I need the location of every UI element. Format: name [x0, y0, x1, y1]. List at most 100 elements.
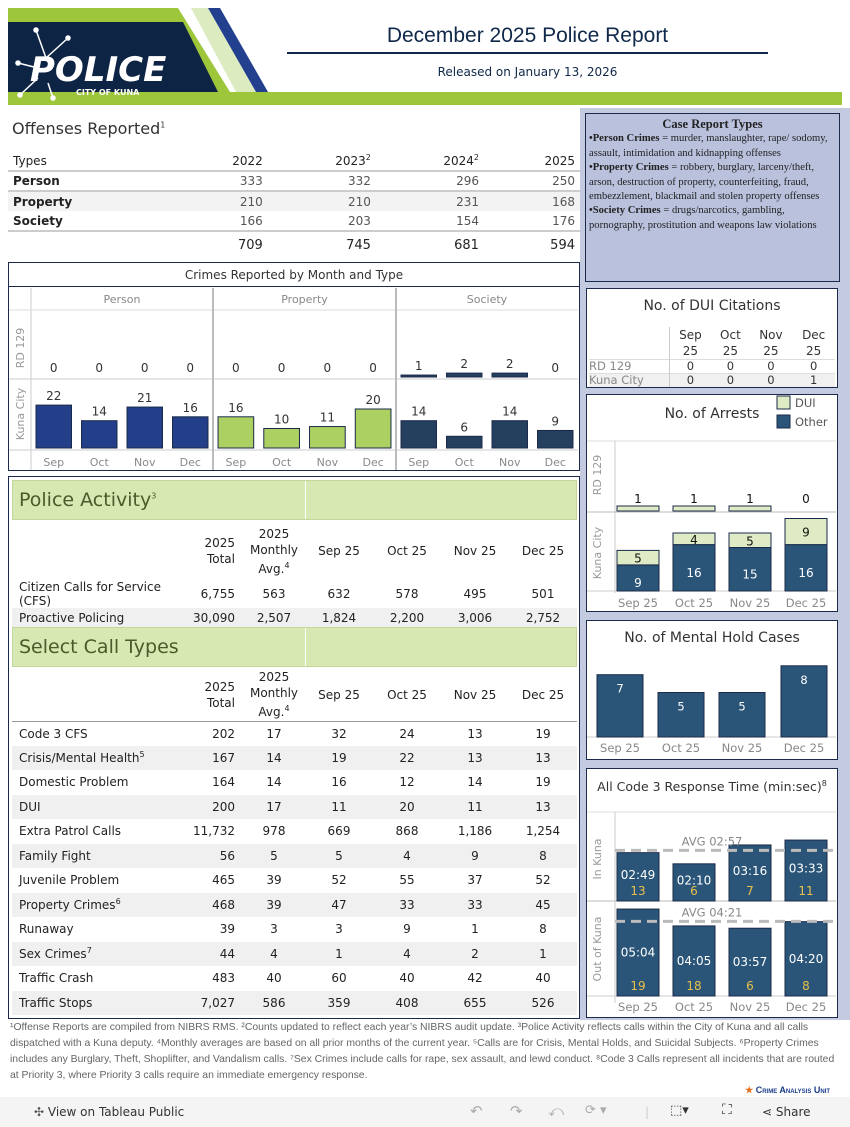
bar-rd129[interactable]	[672, 505, 716, 512]
response-bar[interactable]	[784, 921, 828, 997]
bar-property[interactable]	[354, 408, 392, 449]
revert-button[interactable]: ⤺	[548, 1102, 564, 1120]
police-activity-header: Police Activity3	[12, 480, 577, 520]
column-header-text: 2023	[335, 154, 366, 168]
bar-other[interactable]	[616, 564, 660, 592]
dui-count: 0	[749, 358, 793, 373]
response-bar[interactable]	[728, 844, 772, 902]
mental-hold-bar[interactable]	[718, 692, 766, 738]
legend-label[interactable]: Other	[795, 415, 828, 429]
value-text: 5	[270, 848, 278, 863]
value-text: 5	[335, 848, 343, 863]
bar-value-label: 20	[365, 393, 380, 407]
mental-hold-bar[interactable]	[596, 674, 644, 738]
view-on-tableau-button[interactable]: ✣ View on Tableau Public	[34, 1105, 184, 1119]
column-header: Property	[281, 293, 328, 306]
row-label: RD 129	[591, 455, 604, 496]
count-label: 11	[798, 884, 813, 898]
call-value: 52	[509, 868, 577, 893]
bar-person[interactable]	[35, 404, 72, 449]
offense-type: Property	[8, 190, 172, 211]
response-bar[interactable]	[672, 925, 716, 997]
bar-value-label: 2	[460, 357, 468, 371]
dui-year-row: 25 25 25 25	[589, 343, 835, 359]
bar-society[interactable]	[446, 435, 483, 449]
mental-hold-bar[interactable]	[780, 665, 828, 738]
mental-hold-bar[interactable]	[657, 692, 705, 738]
share-button[interactable]: ⋖ Share	[762, 1105, 811, 1119]
bar-person[interactable]	[172, 416, 209, 449]
call-value: 13	[441, 746, 509, 771]
value-text: 526	[531, 995, 555, 1010]
call-value: 37	[441, 868, 509, 893]
call-value: 56	[193, 844, 243, 869]
value-text: 8	[539, 922, 547, 937]
bar-dui[interactable]	[616, 549, 660, 566]
offense-count: 168	[483, 190, 580, 211]
legend-swatch[interactable]	[776, 414, 791, 429]
legend-swatch[interactable]	[776, 395, 791, 410]
bar-total-label: 1	[746, 492, 754, 506]
footnote-ref: 2	[473, 153, 479, 162]
bar-person[interactable]	[81, 420, 118, 449]
value-text: 13	[535, 799, 551, 814]
bar-rd129[interactable]	[616, 505, 660, 512]
refresh-button[interactable]: ⟳ ▾	[585, 1103, 607, 1118]
bar-dui[interactable]	[784, 518, 828, 546]
bar-property[interactable]	[309, 426, 346, 449]
column-header-text: 2025 Total	[204, 679, 235, 710]
x-tick-label: Dec 25	[784, 741, 825, 755]
bar-property[interactable]	[263, 428, 300, 449]
bar-society[interactable]	[446, 372, 483, 378]
bar-other[interactable]	[784, 544, 828, 592]
bar-society[interactable]	[491, 420, 528, 449]
activity-value: 2,507	[256, 611, 292, 625]
bar-value-label: 7	[616, 682, 623, 696]
bar-society[interactable]	[491, 372, 528, 378]
call-type-row: Sex Crimes7 44 4 1 4 2 1	[12, 941, 577, 966]
legend-label[interactable]: DUI	[795, 396, 816, 410]
response-bar[interactable]	[616, 908, 660, 997]
undo-button[interactable]: ↶	[470, 1102, 483, 1120]
fullscreen-button[interactable]: ⛶	[722, 1102, 732, 1118]
call-value: 5	[305, 844, 373, 869]
column-header-text: 2024	[443, 154, 474, 168]
bar-property[interactable]	[217, 416, 255, 449]
call-value: 9	[373, 917, 441, 942]
bar-society[interactable]	[400, 374, 437, 378]
call-value: 586	[243, 991, 305, 1016]
dui-table: Sep Oct Nov Dec 25 25 25 25 RD 129 0 0 0 0 Kuna City 0…	[589, 327, 835, 387]
response-bar[interactable]	[728, 927, 772, 997]
bar-dui[interactable]	[672, 532, 716, 546]
toolbar-divider: |	[645, 1105, 650, 1119]
dui-count: 0	[749, 372, 793, 387]
redo-button[interactable]: ↷	[510, 1102, 523, 1120]
bar-dui[interactable]	[728, 532, 772, 548]
bar-rd129[interactable]	[728, 505, 772, 512]
column-header-text: 2025 Monthly Avg.	[249, 670, 299, 720]
dui-count: 0	[669, 358, 712, 373]
call-value: 868	[373, 819, 441, 844]
time-label: 02:10	[677, 873, 712, 887]
x-tick-label: Oct 25	[675, 1000, 713, 1014]
bar-society[interactable]	[400, 420, 437, 449]
label-text: Sex Crimes	[19, 947, 87, 962]
time-label: 04:20	[789, 952, 824, 966]
bar-person[interactable]	[126, 406, 163, 449]
value-text: 8	[539, 848, 547, 863]
bar-other[interactable]	[672, 544, 716, 592]
response-bar[interactable]	[616, 852, 660, 902]
bar-society[interactable]	[537, 429, 574, 449]
download-button[interactable]: ⬚▾	[670, 1103, 689, 1118]
call-value: 14	[243, 746, 305, 771]
response-bar[interactable]	[672, 863, 716, 902]
dui-count: 1	[792, 372, 835, 387]
bar-other[interactable]	[728, 547, 772, 592]
value-text: 669	[327, 824, 351, 839]
bar-value-label: 6	[460, 420, 468, 434]
value-text: 359	[327, 995, 351, 1010]
time-label: 05:04	[621, 946, 656, 960]
x-tick-label: Nov	[317, 456, 339, 469]
police-activity-panel: Police Activity3 2025 Total 2025 Monthly …	[8, 476, 580, 1019]
